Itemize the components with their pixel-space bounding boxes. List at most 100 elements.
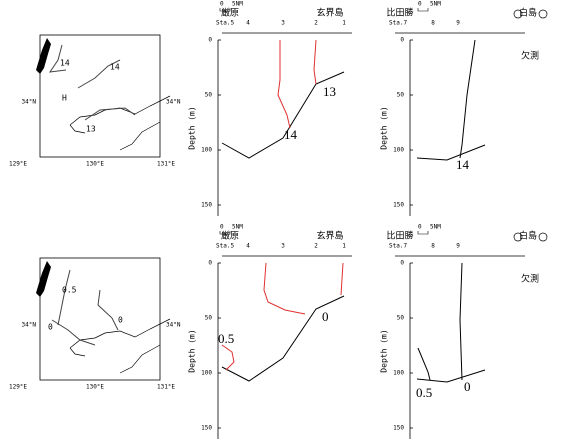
map-contour <box>57 269 71 326</box>
coastline <box>119 121 161 151</box>
scale-label: 5NM <box>430 224 441 231</box>
lon-label: 129°E <box>9 161 27 168</box>
bottom-profile <box>416 144 486 161</box>
y-tick-label: 100 <box>201 147 212 154</box>
y-tick-label: 0 <box>400 37 404 44</box>
station-label: 9 <box>456 243 460 250</box>
contour-label: 14 <box>456 157 470 172</box>
station-circle <box>538 9 548 19</box>
isotherm <box>340 262 344 296</box>
y-tick-label: 100 <box>393 370 404 377</box>
lon-label: 130°E <box>86 384 104 391</box>
y-tick-label: 100 <box>393 147 404 154</box>
contour-label: 0 <box>464 379 471 394</box>
map-frame <box>39 34 161 158</box>
contour-label: 0 <box>322 309 329 324</box>
map-contour <box>48 44 67 73</box>
contour-label: 0.5 <box>416 385 432 400</box>
bottom-profile <box>416 369 486 383</box>
isotherm <box>459 262 463 381</box>
station-label: 2 <box>314 243 318 250</box>
map-contour <box>51 319 96 346</box>
station-circle <box>513 9 523 19</box>
map-contour-label: 0 <box>48 323 53 332</box>
y-tick-label: 150 <box>201 202 212 209</box>
y-tick-label: 50 <box>205 92 213 99</box>
map-marker: H <box>62 94 67 103</box>
scale-bar <box>417 231 429 235</box>
scale-zero: 0 <box>220 224 224 231</box>
scale-zero: 0 <box>418 1 422 8</box>
missing-note: 欠測 <box>521 273 539 285</box>
map-contour-label: 0 <box>118 316 123 325</box>
station-prefix: Sta.7 <box>389 20 407 27</box>
y-tick-label: 150 <box>393 425 404 432</box>
isotherm <box>221 344 235 371</box>
isotherm <box>263 262 306 315</box>
isotherm <box>417 347 431 381</box>
y-tick-label: 0 <box>400 260 404 267</box>
map-contour <box>97 289 119 331</box>
lon-label: 131°E <box>157 161 175 168</box>
isotherm <box>313 39 317 85</box>
station-label: 2 <box>314 20 318 27</box>
station-circle <box>513 232 523 242</box>
station-label: 4 <box>246 243 250 250</box>
isotherm <box>459 39 476 159</box>
map-contour-label: 14 <box>60 59 70 68</box>
y-tick-label: 0 <box>208 37 212 44</box>
bottom-profile <box>221 71 345 159</box>
section-left-label: 厳原 <box>221 7 239 19</box>
station-label: 3 <box>281 243 285 250</box>
y-axis-label: Depth (m) <box>188 329 197 372</box>
map-contour-label: 14 <box>110 63 120 72</box>
contour-label: 14 <box>284 127 298 142</box>
scale-label: 5NM <box>232 224 243 231</box>
contour-label: 0.5 <box>218 331 234 346</box>
section-right-label: 玄界島 <box>316 7 343 19</box>
coastline <box>69 95 171 134</box>
lon-label: 131°E <box>157 384 175 391</box>
map-contour-label: 13 <box>86 125 96 134</box>
isotherm <box>277 40 291 129</box>
y-tick-label: 50 <box>397 315 405 322</box>
lat-label: 34°N <box>166 99 181 106</box>
station-label: 4 <box>246 20 250 27</box>
scale-zero: 0 <box>220 1 224 8</box>
station-label: 1 <box>342 243 346 250</box>
station-circle <box>538 232 548 242</box>
scale-bar <box>219 8 231 12</box>
section-right-label: 白島 <box>519 7 537 19</box>
section-left-label: 厳原 <box>221 230 239 242</box>
bottom-profile <box>221 295 345 382</box>
coastline <box>69 318 171 357</box>
section-right-label: 白島 <box>519 230 537 242</box>
lon-label: 130°E <box>86 161 104 168</box>
scale-label: 5NM <box>232 1 243 8</box>
lon-label: 129°E <box>9 384 27 391</box>
station-label: 9 <box>456 20 460 27</box>
y-tick-label: 50 <box>397 92 405 99</box>
y-tick-label: 150 <box>201 425 212 432</box>
y-axis-label: Depth (m) <box>188 106 197 149</box>
y-tick-label: 100 <box>201 370 212 377</box>
map-contour <box>84 107 136 121</box>
lat-label: 34°N <box>22 322 37 329</box>
map-frame <box>39 257 161 381</box>
section-left-label: 比田勝 <box>386 230 413 242</box>
scale-zero: 0 <box>418 224 422 231</box>
station-label: 8 <box>431 20 435 27</box>
coastline <box>36 38 51 74</box>
y-axis-label: Depth (m) <box>380 106 389 149</box>
station-prefix: Sta.5 <box>216 243 234 250</box>
station-label: 3 <box>281 20 285 27</box>
station-prefix: Sta.7 <box>389 243 407 250</box>
y-tick-label: 150 <box>393 202 404 209</box>
missing-note: 欠測 <box>521 50 539 62</box>
coastline <box>36 261 51 297</box>
station-prefix: Sta.5 <box>216 20 234 27</box>
map-contour <box>77 59 121 89</box>
y-tick-label: 50 <box>205 315 213 322</box>
coastline <box>119 344 161 374</box>
